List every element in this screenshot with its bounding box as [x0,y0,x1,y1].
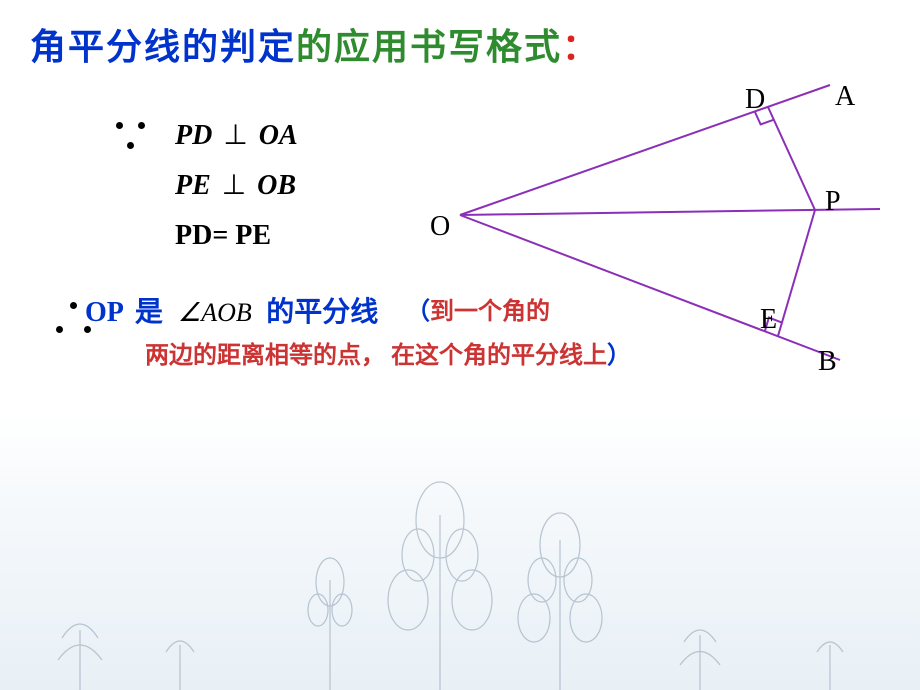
title-part1: 角平分线的判定 [30,27,296,67]
svg-text:B: B [818,346,837,370]
conclusion-line: OP 是 ∠AOB 的平分线 [85,290,378,330]
cond1-right: OA [259,120,298,151]
cond1-op: ⊥ [223,120,247,151]
condition-2: PE ⊥ OB [175,168,296,202]
angle-sym: ∠ [178,298,201,327]
cond2-left: PE [175,170,211,201]
decorative-trees [0,460,920,690]
because-symbol [110,118,150,158]
svg-text:A: A [835,81,856,112]
title-part2: 的应用书写格式 [296,27,562,67]
concl-shi: 是 [135,297,163,328]
concl-op: OP [85,297,124,328]
geometry-diagram: O A B P D E [400,70,900,370]
concl-bisector: 的平分线 [266,297,378,328]
slide-title: 角平分线的判定的应用书写格式： [30,18,600,70]
condition-3: PD= PE [175,220,271,252]
title-colon: ： [562,27,600,67]
cond2-op: ⊥ [222,170,246,201]
svg-text:D: D [745,84,765,115]
concl-angle: ∠AOB [178,298,258,327]
svg-text:E: E [760,304,777,335]
angle-name: AOB [201,298,252,327]
cond2-right: OB [257,170,296,201]
svg-text:O: O [430,211,450,242]
cond1-left: PD [175,120,212,151]
condition-1: PD ⊥ OA [175,118,298,152]
svg-text:P: P [825,186,841,217]
